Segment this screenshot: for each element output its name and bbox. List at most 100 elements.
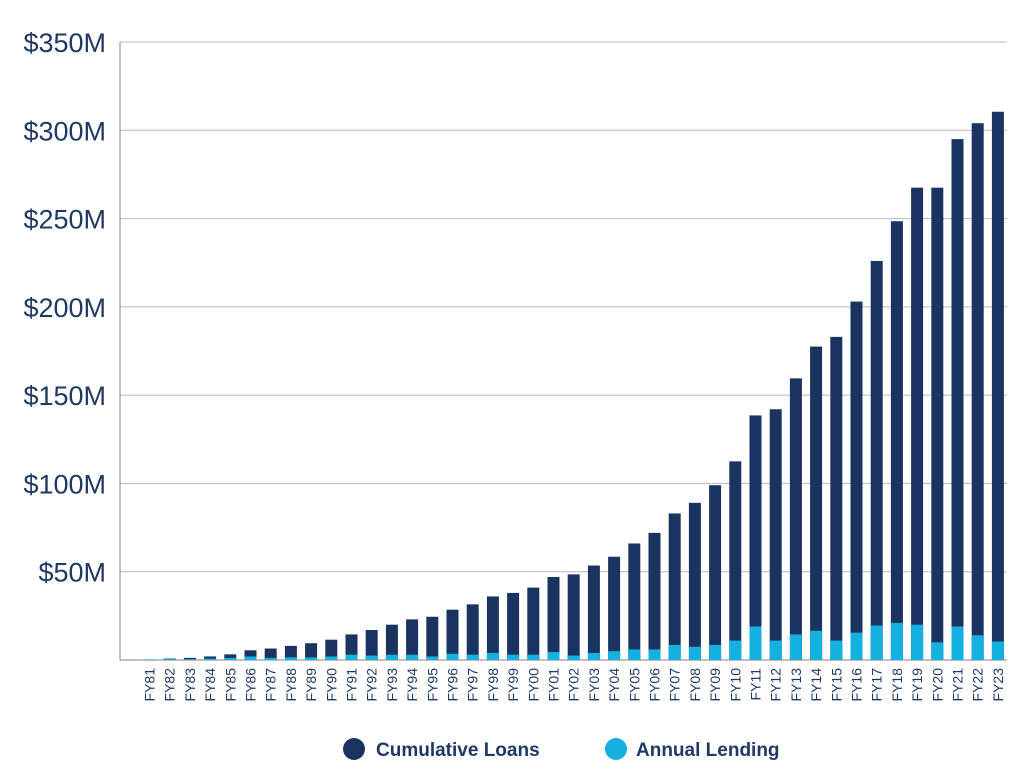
- bar-cumulative-fy95: [426, 616, 439, 660]
- x-tick-label: FY00: [525, 668, 541, 702]
- bar-cumulative-fy87: [264, 648, 277, 660]
- bar-annual-fy96: [446, 653, 459, 660]
- bar-cumulative-fy10: [729, 461, 742, 660]
- bar-cumulative-fy02: [567, 574, 580, 660]
- x-tick-label: FY99: [505, 668, 521, 702]
- legend-label-annual: Annual Lending: [636, 740, 780, 761]
- x-tick-label: FY19: [909, 668, 925, 702]
- x-tick-label: FY93: [384, 668, 400, 702]
- x-tick-label: FY22: [970, 668, 986, 702]
- bar-cumulative-fy86: [244, 650, 257, 660]
- x-tick-label: FY21: [950, 668, 966, 702]
- x-tick-label: FY07: [667, 668, 683, 702]
- bar-cumulative-fy19: [911, 187, 924, 660]
- bar-annual-fy92: [365, 655, 378, 660]
- bar-cumulative-fy99: [507, 592, 520, 660]
- bar-cumulative-fy98: [486, 596, 499, 660]
- bar-cumulative-fy14: [810, 346, 823, 660]
- bar-cumulative-fy90: [325, 639, 338, 660]
- x-tick-label: FY17: [869, 668, 885, 702]
- x-tick-label: FY18: [889, 668, 905, 702]
- x-axis-ticks: FY81 FY82 FY83 FY84 FY85 FY86 FY87 FY88 FY89 FY90…: [142, 668, 1006, 702]
- x-tick-label: FY02: [566, 668, 582, 702]
- bar-cumulative-fy21: [951, 139, 964, 661]
- x-tick-label: FY94: [404, 668, 420, 702]
- bar-annual-fy82: [163, 659, 176, 660]
- bar-annual-fy98: [486, 652, 499, 660]
- bar-cumulative-fy94: [406, 619, 419, 660]
- x-tick-label: FY98: [485, 668, 501, 702]
- x-tick-label: FY15: [828, 668, 844, 702]
- legend-swatch-cumulative: [343, 738, 365, 760]
- y-axis-ticks: $50M $100M $150M $200M $250M $300M $350M: [23, 28, 106, 588]
- bars: [143, 111, 1004, 661]
- x-tick-label: FY10: [727, 668, 743, 702]
- bar-annual-fy11: [749, 626, 762, 660]
- legend: Cumulative Loans Annual Lending: [343, 738, 780, 761]
- x-tick-label: FY83: [182, 668, 198, 702]
- bar-annual-fy15: [830, 640, 843, 660]
- bar-cumulative-fy96: [446, 609, 459, 660]
- x-tick-label: FY84: [202, 668, 218, 702]
- x-tick-label: FY87: [263, 668, 279, 702]
- x-tick-label: FY91: [344, 668, 360, 702]
- bar-annual-fy05: [628, 649, 641, 660]
- bar-annual-fy12: [769, 640, 782, 660]
- x-tick-label: FY82: [162, 668, 178, 702]
- bar-cumulative-fy07: [668, 513, 681, 660]
- bar-annual-fy08: [688, 646, 701, 660]
- x-tick-label: FY16: [849, 668, 865, 702]
- x-tick-label: FY01: [546, 668, 562, 702]
- x-tick-label: FY03: [586, 668, 602, 702]
- bar-annual-fy20: [931, 642, 944, 660]
- bar-annual-fy94: [406, 654, 419, 660]
- bar-annual-fy91: [345, 654, 358, 660]
- x-tick-label: FY09: [707, 668, 723, 702]
- bar-cumulative-fy00: [527, 587, 540, 660]
- bar-annual-fy95: [426, 656, 439, 660]
- x-tick-label: FY81: [142, 668, 158, 702]
- bar-cumulative-fy17: [870, 260, 883, 660]
- bar-annual-fy17: [870, 625, 883, 660]
- x-tick-label: FY04: [606, 668, 622, 702]
- bar-annual-fy83: [183, 659, 196, 660]
- bar-annual-fy84: [204, 658, 217, 660]
- bar-cumulative-fy01: [547, 577, 560, 660]
- bar-annual-fy93: [385, 654, 398, 660]
- bar-cumulative-fy84: [204, 656, 217, 660]
- bar-annual-fy07: [668, 644, 681, 660]
- x-tick-label: FY95: [424, 668, 440, 702]
- y-tick-label: $250M: [23, 205, 106, 235]
- bar-annual-fy16: [850, 632, 863, 660]
- bar-annual-fy19: [911, 624, 924, 660]
- bar-annual-fy21: [951, 626, 964, 660]
- y-tick-label: $200M: [23, 293, 106, 323]
- bar-cumulative-fy83: [183, 657, 196, 660]
- y-tick-label: $300M: [23, 116, 106, 146]
- bar-cumulative-fy12: [769, 409, 782, 660]
- bar-cumulative-fy15: [830, 336, 843, 660]
- y-tick-label: $350M: [23, 28, 106, 58]
- bar-annual-fy99: [507, 654, 520, 660]
- bar-cumulative-fy08: [688, 502, 701, 660]
- bar-cumulative-fy92: [365, 629, 378, 660]
- bar-annual-fy09: [709, 644, 722, 660]
- x-tick-label: FY88: [283, 668, 299, 702]
- bar-cumulative-fy22: [971, 123, 984, 661]
- x-tick-label: FY92: [364, 668, 380, 702]
- bar-cumulative-fy13: [789, 378, 802, 660]
- bar-annual-fy13: [789, 634, 802, 660]
- bar-cumulative-fy91: [345, 634, 358, 660]
- bar-cumulative-fy18: [890, 221, 903, 660]
- bar-cumulative-fy89: [305, 643, 318, 660]
- x-tick-label: FY08: [687, 668, 703, 702]
- x-tick-label: FY14: [808, 668, 824, 702]
- x-tick-label: FY12: [768, 668, 784, 702]
- bar-annual-fy03: [587, 652, 600, 660]
- x-tick-label: FY90: [323, 668, 339, 702]
- x-tick-label: FY96: [445, 668, 461, 702]
- x-tick-label: FY89: [303, 668, 319, 702]
- y-tick-label: $50M: [38, 558, 106, 588]
- bar-annual-fy14: [810, 630, 823, 660]
